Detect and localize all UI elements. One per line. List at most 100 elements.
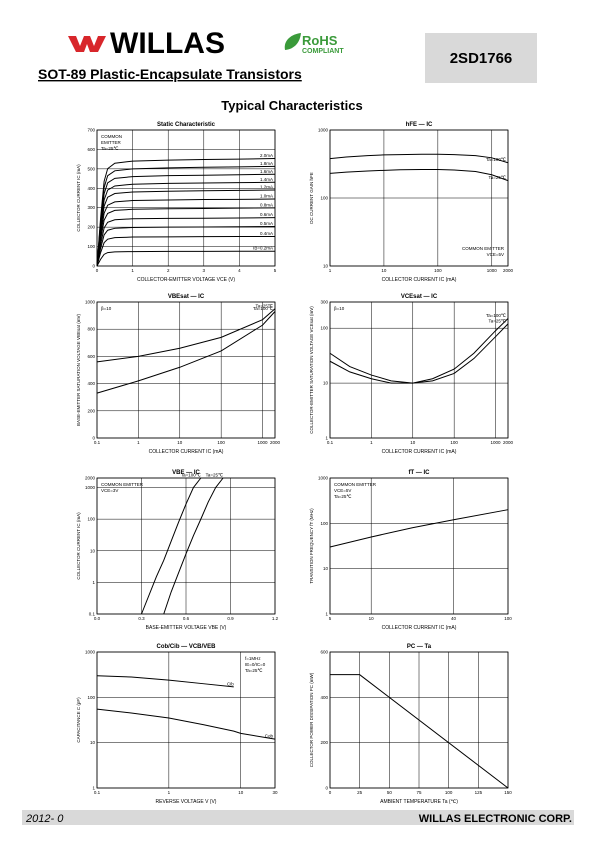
series-line xyxy=(96,226,276,267)
subtitle: SOT-89 Plastic-Encapsulate Transistors xyxy=(38,66,302,82)
series-line xyxy=(141,477,202,615)
y-tick-label: 100 xyxy=(320,521,328,526)
annotation: COMMON EMITTER xyxy=(462,246,505,251)
series-line xyxy=(96,235,275,267)
x-tick-label: 10 xyxy=(381,268,387,273)
x-tick-label: 0.1 xyxy=(94,440,101,445)
annotation: COMMON EMITTER xyxy=(101,482,144,487)
series-line xyxy=(96,217,276,267)
series-label: Ta=25℃ xyxy=(206,473,224,478)
brand: WILLAS xyxy=(110,27,225,60)
x-tick-label: 2000 xyxy=(503,440,514,445)
chart: PC — Ta AMBIENT TEMPERATURE Ta (℃) COLLECT… xyxy=(309,644,512,805)
annotation: VCE=3V xyxy=(101,488,118,493)
logo-icon xyxy=(68,36,106,52)
y-tick-label: 1000 xyxy=(85,650,96,655)
rohs-leaf xyxy=(284,33,301,50)
annotation: β=10 xyxy=(101,306,112,311)
y-tick-label: 100 xyxy=(320,196,328,201)
x-tick-label: 25 xyxy=(357,790,363,795)
series-label: Cib xyxy=(227,681,234,686)
series-label: 1.8mA xyxy=(260,161,273,166)
x-tick-label: 1 xyxy=(137,440,140,445)
series-label: Ta=100℃ xyxy=(486,313,507,318)
x-tick-label: 0.3 xyxy=(138,616,145,621)
chart: VBEsat — IC COLLECTOR CURRENT IC (mA) BASE… xyxy=(76,294,281,455)
x-tick-label: 5 xyxy=(329,616,332,621)
series-label: IB=0.2mA xyxy=(253,246,273,251)
y-axis-label: CAPACITANCE C (pF) xyxy=(76,697,81,743)
y-tick-label: 800 xyxy=(87,327,95,332)
y-axis-label: COLLECTOR CURRENT IC (mA) xyxy=(76,512,81,580)
annotation: COMMON xyxy=(101,134,122,139)
part-number: 2SD1766 xyxy=(450,50,513,67)
section-title: Typical Characteristics xyxy=(221,98,362,113)
series-line xyxy=(329,509,509,548)
x-tick-label: 30 xyxy=(272,790,278,795)
chart-title: VBE — IC xyxy=(172,470,200,476)
y-tick-label: 0.1 xyxy=(89,612,96,617)
y-tick-label: 1000 xyxy=(85,300,96,305)
x-axis-label: COLLECTOR CURRENT IC (mA) xyxy=(382,449,457,455)
series-label: 0.5mA xyxy=(260,221,273,226)
footer-date: 2012- 0 xyxy=(25,813,64,825)
x-axis-label: COLLECTOR CURRENT IC (mA) xyxy=(382,625,457,631)
series-label: 0.4mA xyxy=(260,231,273,236)
chart-title: VBEsat — IC xyxy=(168,294,205,300)
logo-mark xyxy=(68,36,106,52)
series-line xyxy=(96,250,275,267)
x-tick-label: 1 xyxy=(329,268,332,273)
x-tick-label: 100 xyxy=(445,790,453,795)
y-tick-label: 100 xyxy=(320,326,328,331)
footer-bar xyxy=(22,810,574,825)
x-tick-label: 5 xyxy=(274,268,277,273)
x-tick-label: 0 xyxy=(329,790,332,795)
x-tick-label: 1000 xyxy=(258,440,269,445)
part-box xyxy=(425,33,537,83)
y-axis-label: COLLECTOR POWER DISSIPATION PC (mW) xyxy=(309,672,314,767)
series-label: Cob xyxy=(265,734,274,739)
chart-title: hFE — IC xyxy=(406,122,433,128)
chart: VCEsat — IC COLLECTOR CURRENT IC (mA) COLL… xyxy=(309,294,514,455)
y-tick-label: 400 xyxy=(320,695,328,700)
chart-title: fT — IC xyxy=(409,470,431,476)
chart: hFE — IC COLLECTOR CURRENT IC (mA) DC CURR… xyxy=(309,122,514,283)
x-tick-label: 10 xyxy=(177,440,183,445)
series-line xyxy=(330,674,509,789)
annotation: f=1MHz xyxy=(245,656,261,661)
x-tick-label: 40 xyxy=(451,616,457,621)
x-tick-label: 1.2 xyxy=(272,616,279,621)
series-label: 1.4mA xyxy=(260,177,273,182)
series-line xyxy=(96,207,276,267)
y-tick-label: 500 xyxy=(87,166,95,171)
y-tick-label: 0 xyxy=(92,264,95,269)
series-label: 1.6mA xyxy=(260,169,273,174)
x-tick-label: 2 xyxy=(167,268,170,273)
x-tick-label: 1000 xyxy=(487,268,498,273)
series-label: Ta=25℃ xyxy=(256,303,274,308)
plot-frame xyxy=(329,477,509,615)
x-tick-label: 100 xyxy=(504,616,512,621)
x-tick-label: 3 xyxy=(203,268,206,273)
series-label: Ta=100℃ xyxy=(253,306,274,311)
y-axis-label: COLLECTOR-EMITTER SATURATION VOLTAGE VCE… xyxy=(309,306,314,434)
series-line xyxy=(329,323,509,384)
chart-title: Static Characteristic xyxy=(157,122,216,128)
x-tick-label: 0.0 xyxy=(94,616,101,621)
y-tick-label: 0 xyxy=(325,786,328,791)
series-line xyxy=(96,708,276,740)
plot-frame xyxy=(329,301,509,439)
x-tick-label: 10 xyxy=(410,440,416,445)
chart-title: PC — Ta xyxy=(407,644,432,650)
y-tick-label: 100 xyxy=(87,244,95,249)
y-tick-label: 600 xyxy=(87,354,95,359)
series-label: Ta=100℃ xyxy=(486,157,507,162)
y-tick-label: 200 xyxy=(87,225,95,230)
annotation: IE=0/IC=0 xyxy=(245,662,266,667)
y-tick-label: 200 xyxy=(320,740,328,745)
x-tick-label: 0.1 xyxy=(94,790,101,795)
annotation: COMMON EMITTER xyxy=(334,482,377,487)
x-tick-label: 150 xyxy=(504,790,512,795)
x-tick-label: 4 xyxy=(238,268,241,273)
y-tick-label: 10 xyxy=(323,381,329,386)
